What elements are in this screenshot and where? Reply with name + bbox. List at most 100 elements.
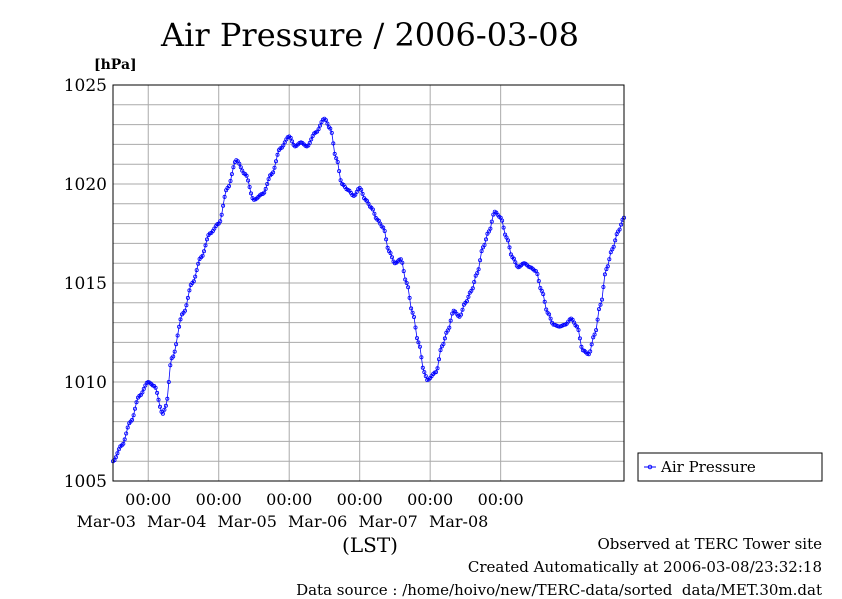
data-point (360, 191, 365, 196)
data-point (131, 413, 136, 418)
data-point (162, 407, 167, 412)
data-point (171, 354, 176, 359)
data-point (273, 159, 278, 164)
data-point (460, 307, 465, 312)
data-point (447, 325, 452, 330)
data-point (409, 306, 414, 311)
data-point (401, 269, 406, 274)
data-point (611, 244, 616, 249)
data-point (203, 243, 208, 248)
data-point (513, 260, 518, 265)
data-point (125, 425, 130, 430)
data-point (482, 242, 487, 247)
x-tick-date-label: Mar-06 (288, 512, 347, 531)
data-point (472, 279, 477, 284)
data-point (548, 316, 553, 321)
data-point (332, 151, 337, 156)
data-point (290, 139, 295, 144)
plot-frame (112, 84, 625, 482)
data-point (157, 404, 162, 409)
data-point (475, 271, 480, 276)
data-point (229, 172, 234, 177)
data-point (165, 396, 170, 401)
data-point (416, 340, 421, 345)
data-point (191, 279, 196, 284)
data-point (219, 212, 224, 217)
data-point (266, 177, 271, 182)
data-point (193, 274, 198, 279)
data-point (275, 152, 280, 157)
data-point (389, 255, 394, 260)
data-point (605, 264, 610, 269)
data-point (124, 431, 129, 436)
data-point (185, 295, 190, 300)
legend-box (637, 452, 823, 482)
series-line (112, 118, 625, 462)
data-point (607, 257, 612, 262)
data-point (423, 374, 428, 379)
data-point (329, 130, 334, 135)
y-tick-label: 1010 (64, 373, 107, 393)
data-point (577, 336, 582, 341)
data-point (247, 184, 252, 189)
data-point (488, 226, 493, 231)
data-point (337, 169, 342, 174)
data-point (400, 260, 405, 265)
data-point (335, 159, 340, 164)
data-point (141, 386, 146, 391)
data-point (505, 238, 510, 243)
data-point (309, 137, 314, 142)
data-point (166, 379, 171, 384)
y-tick-label: 1015 (64, 274, 107, 294)
data-point (262, 190, 267, 195)
x-tick-time-label: 00:00 (337, 490, 383, 509)
data-point (272, 165, 277, 170)
data-point (187, 288, 192, 293)
data-point (433, 370, 438, 375)
data-point (334, 156, 339, 161)
legend: Air Pressure (637, 452, 823, 482)
data-point (184, 303, 189, 308)
data-point (592, 332, 597, 337)
data-point (407, 295, 412, 300)
legend-label: Air Pressure (660, 458, 756, 476)
data-point (458, 312, 463, 317)
data-point (438, 348, 443, 353)
data-point (134, 400, 139, 405)
data-point (413, 325, 418, 330)
x-tick-date-label: Mar-05 (218, 512, 277, 531)
data-point (221, 203, 226, 208)
data-point (441, 341, 446, 346)
data-point (163, 403, 168, 408)
data-point (323, 118, 328, 123)
data-point (619, 222, 624, 227)
data-point (544, 307, 549, 312)
data-point (140, 390, 145, 395)
data-point (384, 237, 389, 242)
data-point (507, 245, 512, 250)
data-point (130, 417, 135, 422)
data-point (613, 238, 618, 243)
data-point (478, 258, 483, 263)
data-point (414, 336, 419, 341)
data-point (420, 365, 425, 370)
data-point (436, 357, 441, 362)
data-point (406, 285, 411, 290)
data-point (602, 272, 607, 277)
data-point (246, 178, 251, 183)
data-point (541, 292, 546, 297)
data-point (417, 344, 422, 349)
data-point (601, 284, 606, 289)
y-axis-ticks: 1005 1010 1015 1020 1025 (64, 76, 107, 492)
x-tick-time-label: 00:00 (125, 490, 171, 509)
data-point (153, 385, 158, 390)
data-point (398, 257, 403, 262)
data-point (470, 286, 475, 291)
data-point (160, 411, 165, 416)
data-point (476, 267, 481, 272)
data-point (237, 161, 242, 166)
data-point (231, 165, 236, 170)
x-tick-time-label: 00:00 (478, 490, 524, 509)
data-point (263, 186, 268, 191)
data-point (448, 318, 453, 323)
